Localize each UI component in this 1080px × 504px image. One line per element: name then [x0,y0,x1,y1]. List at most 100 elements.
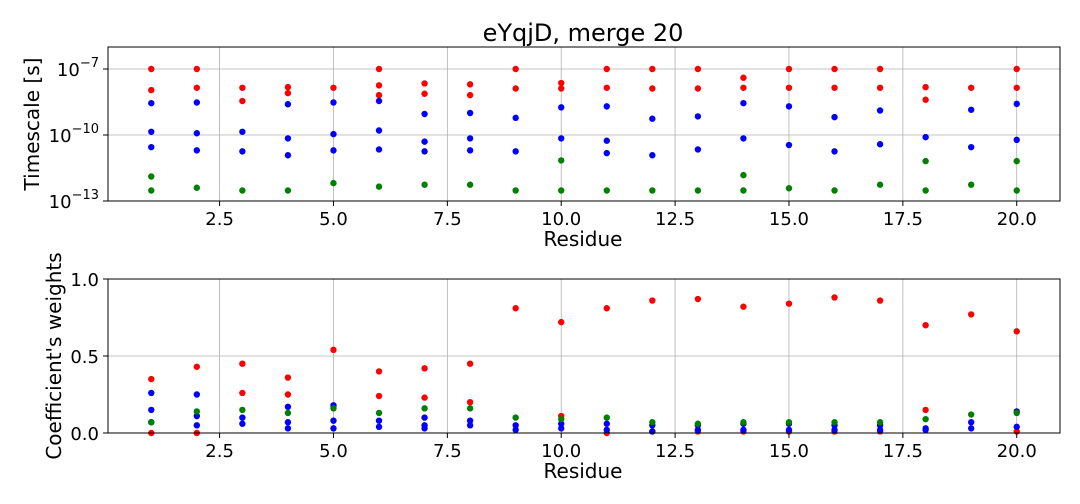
timescale-point [558,85,565,92]
weights-point [375,368,383,375]
timescale-point [284,101,292,108]
weights-x-tick-label: 15.0 [769,441,809,462]
weights-point [694,295,702,303]
timescale-point [466,81,474,88]
timescale-point [876,65,884,73]
timescale-point [375,82,383,89]
weights-y-tick-label: 0.5 [70,347,99,368]
weights-point [239,389,246,397]
timescale-point [375,183,383,190]
timescale-point [694,65,702,73]
weights-x-tick-label: 12.5 [655,441,695,462]
timescale-point [967,84,975,91]
weights-point [967,311,975,318]
weights-point [603,420,610,427]
timescale-point [421,148,428,155]
weights-point [375,423,383,431]
timescale-point [1013,65,1020,73]
timescale-point [466,109,474,117]
timescale-point [740,187,747,194]
weights-point [375,392,383,400]
weights-x-tick-label: 17.5 [883,441,923,462]
timescale-point [1013,84,1020,91]
timescale-point [876,84,884,91]
timescale-point [876,181,884,188]
weights-point [785,426,793,434]
timescale-x-tick-label: 20.0 [997,209,1037,230]
timescale-point [649,152,656,159]
timescale-x-tick-label: 2.5 [205,209,234,230]
weights-point [1013,423,1020,431]
timescale-point [649,187,656,194]
timescale-point [466,181,474,188]
timescale-point [193,147,201,154]
weights-point [239,406,246,414]
timescale-point [603,149,610,157]
timescale-point [512,114,519,122]
timescale-point [421,181,428,188]
weights-x-tick-label: 10.0 [541,441,581,462]
timescale-point [239,148,246,155]
weights-point [922,322,929,329]
timescale-point [466,135,474,142]
timescale-point [785,103,793,110]
weights-point [603,305,610,312]
timescale-point [831,187,838,194]
weights-point [421,394,428,401]
weights-point [239,360,246,367]
weights-point [922,406,929,414]
timescale-point [967,143,975,151]
weights-point [284,425,292,432]
timescale-point [694,113,702,120]
weights-point [284,419,292,426]
weights-point [512,422,519,429]
timescale-point [1013,157,1020,165]
weights-point [740,303,747,310]
weights-point [558,415,565,423]
timescale-point [148,65,155,73]
timescale-point [831,65,838,73]
weights-point [148,375,155,383]
weights-point [740,419,747,426]
timescale-point [512,85,519,92]
weights-point [831,294,838,301]
weights-point [558,425,565,432]
timescale-point [239,128,246,135]
timescale-point [603,187,610,194]
weights-point [284,403,292,411]
timescale-point [284,152,292,159]
weights-point [512,426,519,434]
weights-point [193,408,201,415]
timescale-x-tick-label: 17.5 [883,209,923,230]
timescale-point [785,185,793,192]
timescale-point [967,106,975,113]
timescale-point [558,104,565,111]
weights-point [1013,328,1020,335]
timescale-point [740,135,747,142]
timescale-x-tick-label: 5.0 [319,209,348,230]
timescale-point [649,115,656,122]
weights-point [375,417,383,424]
timescale-point [148,187,155,194]
weights-point [649,419,656,426]
weights-point [512,414,519,421]
weights-point [421,365,428,372]
weights-point [876,419,884,426]
timescale-point [831,148,838,155]
weights-y-axis-label: Coefficient's weights [42,252,66,459]
weights-point [649,428,656,435]
weights-point [466,417,474,424]
timescale-point [193,65,201,73]
weights-point [831,419,838,426]
timescale-point [421,90,428,97]
timescale-point [785,141,793,149]
weights-point [466,399,474,406]
timescale-axes: 2.5 5.0 7.5 10.0 12.5 15.0 17.5 20.0 10−13 10−10 1… [49,46,1061,230]
weights-point [558,318,565,326]
timescale-point [876,141,884,148]
weights-point [1013,409,1020,417]
weights-point [421,405,428,412]
timescale-point [740,171,747,179]
weights-point [466,422,474,429]
timescale-point [512,187,519,194]
